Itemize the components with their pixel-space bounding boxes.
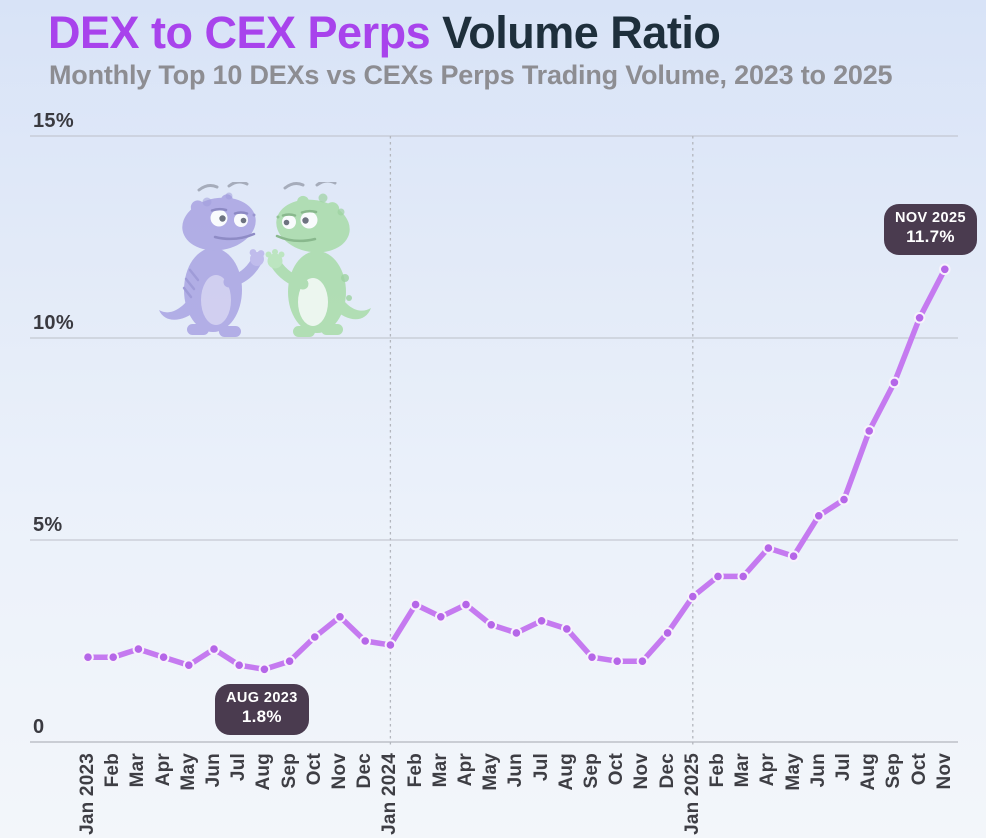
data-point xyxy=(838,493,850,506)
data-point xyxy=(787,550,800,563)
x-tick-label: Jun xyxy=(203,753,224,788)
x-tick-label: Feb xyxy=(102,753,124,788)
x-tick-label: Nov xyxy=(329,753,350,790)
data-point xyxy=(939,263,951,276)
x-tick-label: Mar xyxy=(732,753,754,788)
data-point xyxy=(762,542,775,554)
purple-gecko xyxy=(159,182,265,337)
data-point xyxy=(384,639,397,651)
x-tick-label: Jul xyxy=(228,753,250,782)
data-point xyxy=(435,611,447,623)
annotation-value: 1.8% xyxy=(241,707,282,727)
data-point xyxy=(183,659,195,672)
y-tick-label: 0 xyxy=(33,716,45,738)
data-point xyxy=(258,663,271,676)
data-point xyxy=(157,651,170,664)
data-point xyxy=(208,643,220,655)
eyebrow-arc xyxy=(227,182,249,188)
x-tick-label: Apr xyxy=(757,753,779,787)
x-tick-label: Jul xyxy=(833,753,854,782)
x-tick-label: Apr xyxy=(455,753,476,787)
data-point xyxy=(359,635,372,647)
data-point xyxy=(510,627,523,639)
x-tick-label: Jul xyxy=(530,753,552,782)
x-tick-label: Mar xyxy=(127,753,149,788)
data-point xyxy=(283,655,296,668)
x-tick-label: Nov xyxy=(933,753,955,790)
x-tick-label: Aug xyxy=(555,753,577,791)
data-point xyxy=(712,570,724,583)
x-tick-label: Dec xyxy=(656,753,678,789)
x-tick-label: Feb xyxy=(404,753,426,788)
page-subtitle: Monthly Top 10 DEXs vs CEXs Perps Tradin… xyxy=(49,60,893,91)
data-point xyxy=(611,655,624,668)
x-tick-label: Apr xyxy=(152,753,174,787)
annotation-label: AUG 2023 xyxy=(226,690,298,706)
annotation-nov-2025: NOV 2025 11.7% xyxy=(884,204,977,255)
data-point xyxy=(132,643,145,655)
x-tick-label: Nov xyxy=(631,753,653,790)
data-point xyxy=(737,570,750,583)
annotation-label: NOV 2025 xyxy=(895,210,966,226)
green-gecko xyxy=(265,182,371,337)
data-point xyxy=(309,631,321,643)
y-tick-label: 15% xyxy=(33,110,74,132)
page-title: DEX to CEX Perps Volume Ratio xyxy=(48,6,892,59)
data-point xyxy=(485,619,498,631)
x-tick-label: Mar xyxy=(429,753,451,788)
x-tick-label: Jun xyxy=(505,753,527,788)
data-point xyxy=(535,615,548,627)
data-point xyxy=(913,312,926,324)
annotation-value: 11.7% xyxy=(906,227,955,247)
x-tick-label: Sep xyxy=(278,753,300,789)
data-point xyxy=(460,598,472,611)
x-tick-label: Feb xyxy=(707,753,728,788)
data-point xyxy=(82,651,94,664)
data-point xyxy=(636,655,649,668)
x-tick-label: Sep xyxy=(883,753,905,789)
data-point xyxy=(233,659,245,672)
y-tick-label: 10% xyxy=(33,312,74,334)
data-point xyxy=(561,623,573,635)
data-point xyxy=(107,651,119,664)
data-point xyxy=(813,510,825,522)
x-tick-label: Aug xyxy=(858,753,880,791)
eyebrow-arc xyxy=(315,182,337,187)
x-tick-label: Jan 2023 xyxy=(77,753,98,835)
data-point xyxy=(687,590,699,603)
page-title-accent: DEX to CEX Perps xyxy=(48,7,431,58)
x-tick-label: Oct xyxy=(303,753,325,786)
gecko-mascots-illustration xyxy=(159,182,371,337)
y-tick-label: 5% xyxy=(33,514,63,536)
data-point xyxy=(661,627,674,639)
data-point xyxy=(863,425,876,437)
header: DEX to CEX Perps Volume Ratio Monthly To… xyxy=(48,6,893,91)
x-tick-label: Sep xyxy=(581,753,602,789)
data-point xyxy=(888,376,901,389)
x-tick-label: Jan 2024 xyxy=(379,753,401,835)
eyebrow-arc xyxy=(197,184,219,192)
x-tick-label: May xyxy=(782,753,804,791)
eyebrow-arc xyxy=(283,182,305,190)
x-tick-label: Aug xyxy=(253,753,275,791)
data-point xyxy=(586,651,598,664)
x-tick-label: Oct xyxy=(606,753,628,786)
x-tick-label: May xyxy=(480,753,502,791)
x-tick-label: May xyxy=(177,753,199,791)
x-tick-label: Dec xyxy=(354,753,376,789)
x-tick-label: Jun xyxy=(807,753,829,788)
page-title-rest: Volume Ratio xyxy=(430,7,721,58)
data-point xyxy=(409,598,422,611)
data-point xyxy=(334,611,346,623)
annotation-aug-2023: AUG 2023 1.8% xyxy=(215,684,309,735)
x-tick-label: Jan 2025 xyxy=(681,753,703,835)
x-tick-label: Oct xyxy=(908,753,930,786)
